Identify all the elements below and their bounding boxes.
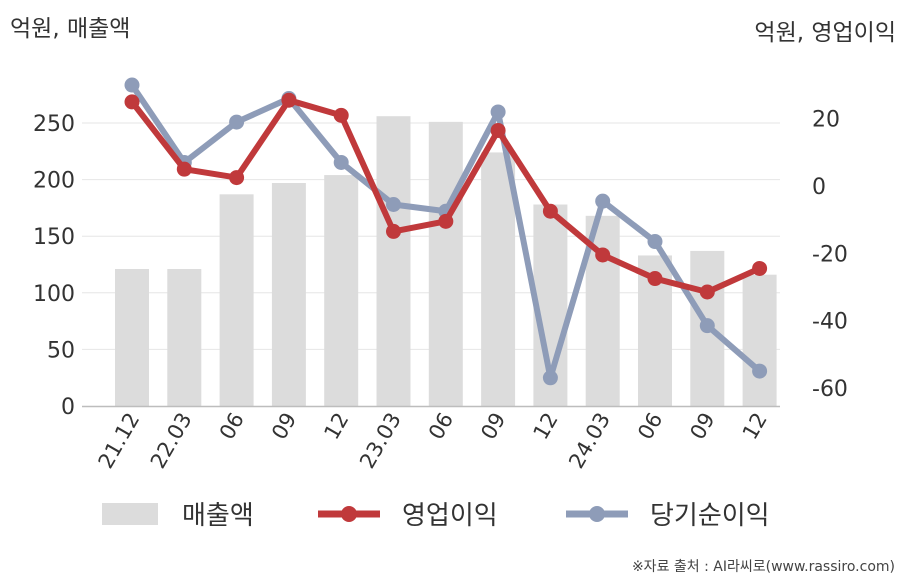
operating-profit-point [176, 161, 192, 177]
net-income-point [386, 197, 401, 213]
right-tick-label: 20 [812, 108, 840, 133]
right-tick-label: -20 [812, 242, 848, 267]
left-tick-labels: 0 50 100 150 200 250 [33, 112, 75, 420]
line-series [124, 77, 768, 386]
legend-swatch-marker [589, 506, 605, 522]
net-income-point [542, 370, 558, 386]
x-tick-label: 12 [529, 409, 563, 444]
bar [271, 182, 306, 406]
operating-profit-point [647, 271, 663, 287]
x-tick-labels: 21.12 22.03 06 09 12 23.03 06 09 12 24.03 06 09 12 [93, 408, 771, 472]
legend-label: 당기순이익 [650, 501, 770, 531]
bar [376, 116, 411, 406]
x-tick-label: 09 [685, 409, 719, 444]
left-tick-label: 50 [47, 338, 75, 363]
left-tick-label: 150 [33, 225, 75, 250]
net-income-point [595, 193, 611, 209]
right-tick-labels: -60 -40 -20 0 20 [812, 108, 848, 402]
operating-profit-point [281, 92, 297, 108]
bar [324, 175, 359, 406]
left-tick-label: 100 [33, 282, 75, 307]
bar [219, 194, 254, 406]
operating-profit-point [124, 94, 140, 110]
x-tick-label: 21.12 [93, 409, 144, 473]
operating-profit-point [386, 223, 401, 239]
legend-label: 영업이익 [402, 501, 498, 531]
operating-profit-point [333, 107, 349, 123]
bar [428, 121, 463, 407]
bar-series [115, 116, 777, 407]
x-tick-label: 22.03 [146, 409, 197, 473]
left-tick-label: 0 [61, 395, 75, 420]
operating-profit-point [752, 260, 768, 276]
operating-profit-point [438, 213, 454, 229]
legend: 매출액 영업이익 당기순이익 [102, 501, 770, 531]
right-axis-label: 억원, 영업이익 [754, 20, 896, 46]
net-income-point [490, 104, 506, 120]
operating-profit-point [595, 247, 611, 263]
operating-profit-point [490, 122, 506, 138]
legend-swatch-bar [102, 503, 158, 525]
x-tick-label: 06 [424, 409, 458, 444]
net-income-point [647, 234, 663, 250]
source-note: ※자료 출처 : AI라씨로(www.rassiro.com) [632, 559, 895, 575]
x-tick-label: 12 [738, 409, 772, 444]
x-tick-label: 23.03 [355, 409, 406, 473]
operating-profit-point [542, 203, 558, 219]
x-tick-label: 06 [215, 409, 249, 444]
left-axis-label: 억원, 매출액 [10, 16, 130, 42]
x-tick-label: 06 [633, 409, 667, 444]
net-income-point [752, 363, 768, 379]
bar [115, 269, 149, 406]
net-income-point [699, 318, 715, 334]
left-tick-label: 200 [33, 169, 75, 194]
x-tick-label: 09 [267, 409, 301, 444]
bar [742, 274, 777, 406]
operating-profit-point [699, 284, 715, 300]
right-tick-label: -40 [812, 310, 848, 335]
net-income-point [229, 114, 245, 130]
right-tick-label: 0 [812, 175, 826, 200]
x-tick-label: 09 [476, 408, 510, 443]
legend-swatch-marker [341, 506, 357, 522]
net-income-point [333, 154, 349, 170]
left-tick-label: 250 [33, 112, 75, 137]
bar [167, 269, 202, 406]
bar [481, 152, 516, 406]
net-income-point [124, 77, 140, 93]
x-tick-label: 12 [319, 409, 353, 444]
legend-label: 매출액 [182, 501, 254, 531]
x-tick-label: 24.03 [564, 409, 615, 473]
right-tick-label: -60 [812, 377, 848, 402]
operating-profit-point [229, 170, 245, 186]
